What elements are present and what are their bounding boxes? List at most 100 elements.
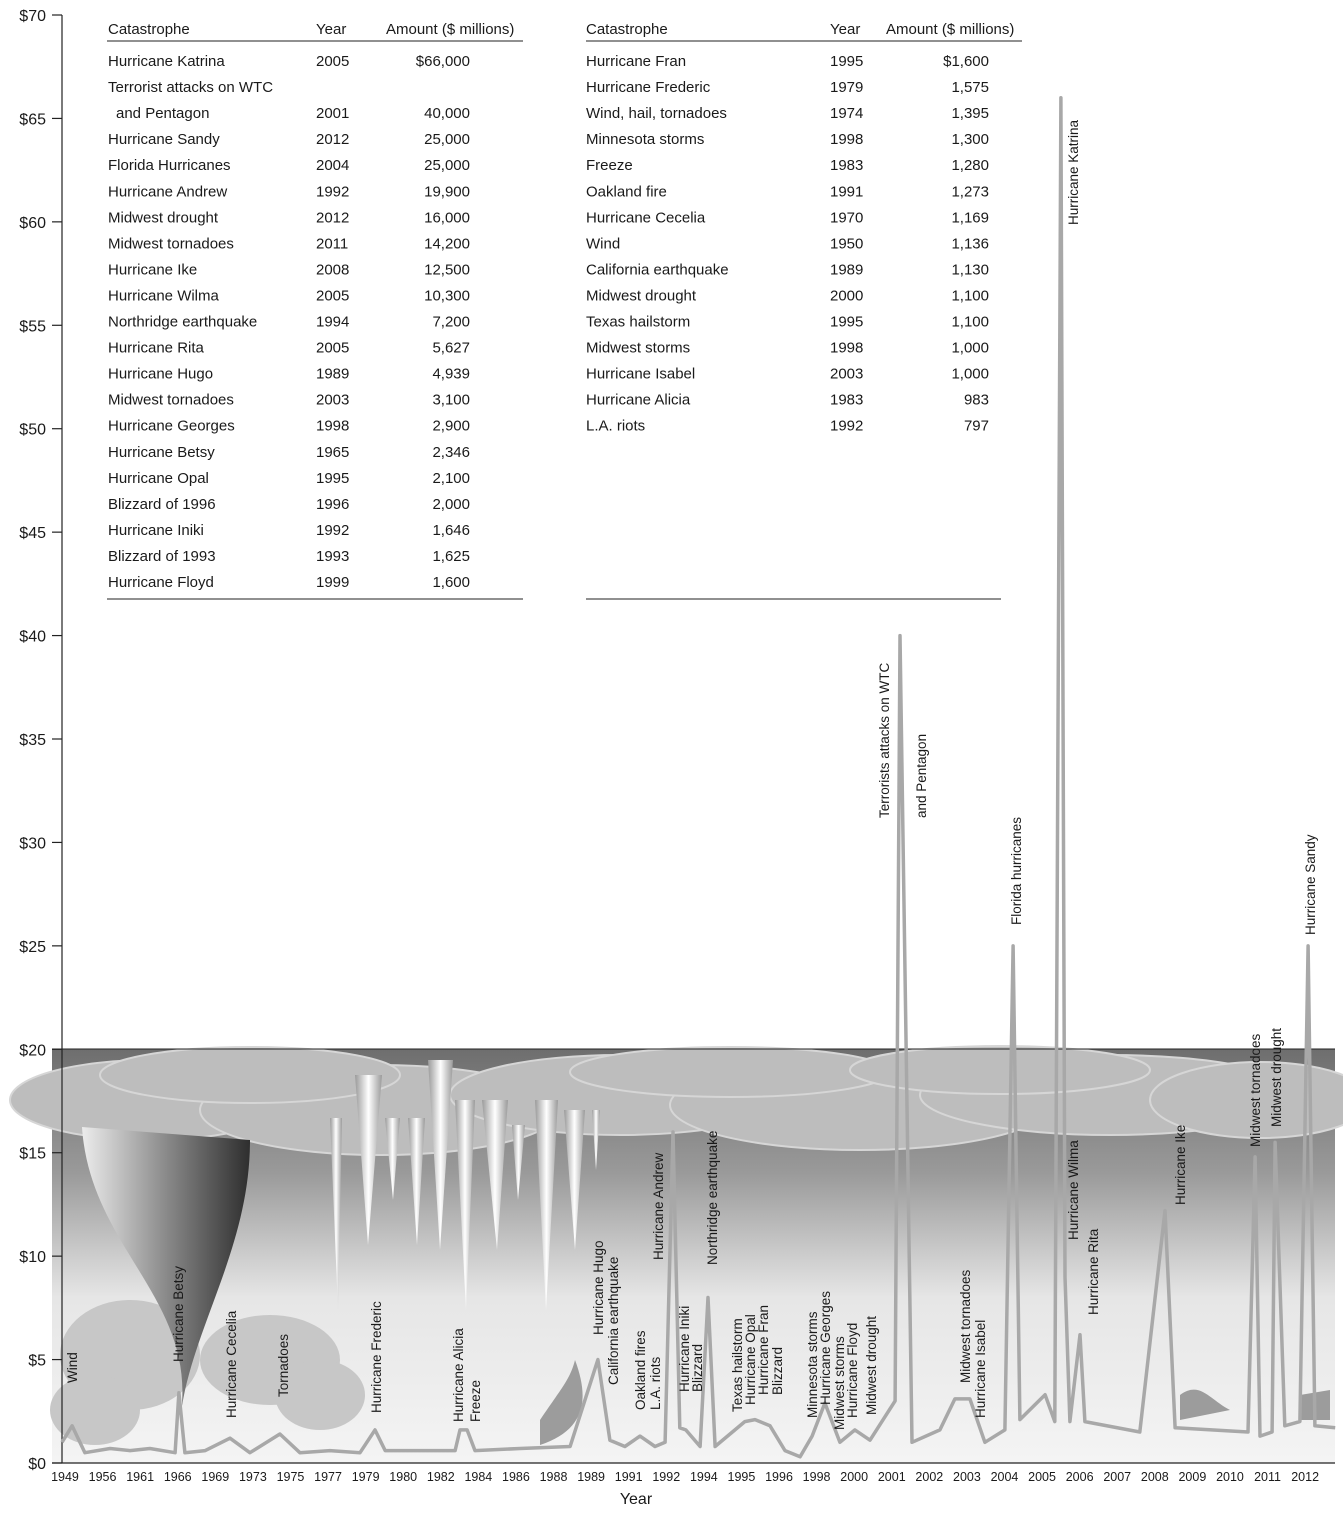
table-cell: 1998 xyxy=(830,340,863,357)
x-tick-label: 1998 xyxy=(803,1470,831,1484)
annotation: Hurricane Iniki xyxy=(677,1306,692,1392)
annotation: California earthquake xyxy=(606,1257,621,1385)
table-cell: Hurricane Betsy xyxy=(108,444,215,461)
y-tick-label: $60 xyxy=(19,215,46,232)
table-cell: 16,000 xyxy=(424,209,470,226)
loss-line xyxy=(60,95,1336,1459)
table-cell: 1,300 xyxy=(951,131,989,148)
table-cell: Blizzard of 1993 xyxy=(108,548,216,565)
table-cell: $66,000 xyxy=(416,53,470,70)
table-cell: 1,100 xyxy=(951,287,989,304)
y-tick-label: $50 xyxy=(19,422,46,439)
x-tick-label: 2002 xyxy=(915,1470,943,1484)
table-cell: 2,900 xyxy=(432,418,470,435)
y-tick-label: $25 xyxy=(19,939,46,956)
table-cell: 1,625 xyxy=(432,548,470,565)
annotation: Midwest tornadoes xyxy=(1248,1033,1263,1147)
annotation: Hurricane Floyd xyxy=(845,1323,860,1418)
table-cell: Midwest tornadoes xyxy=(108,235,234,252)
y-tick-label: $65 xyxy=(19,111,46,128)
table-cell: 5,627 xyxy=(432,340,470,357)
table-cell: Hurricane Ike xyxy=(108,261,197,278)
table-cell: 1993 xyxy=(316,548,349,565)
table-cell: Hurricane Fran xyxy=(586,53,686,70)
table-cell: Terrorist attacks on WTC xyxy=(108,79,273,96)
x-tick-label: 2006 xyxy=(1066,1470,1094,1484)
annotation: Hurricane Betsy xyxy=(171,1266,186,1362)
table-cell: 7,200 xyxy=(432,314,470,331)
annotation: Midwest storms xyxy=(832,1336,847,1430)
table-cell: 14,200 xyxy=(424,235,470,252)
annotation: Northridge earthquake xyxy=(705,1131,720,1265)
x-tick-label: 1986 xyxy=(502,1470,530,1484)
y-tick-label: $55 xyxy=(19,318,46,335)
table-cell: 12,500 xyxy=(424,261,470,278)
table-cell: 1,646 xyxy=(432,522,470,539)
table-cell: Texas hailstorm xyxy=(586,314,690,331)
table-cell: 1,000 xyxy=(951,366,989,383)
table-cell: 1,600 xyxy=(432,574,470,591)
table-cell: 25,000 xyxy=(424,157,470,174)
annotation: Hurricane Katrina xyxy=(1066,119,1081,225)
annotation: Hurricane Isabel xyxy=(973,1320,988,1418)
table-cell: 19,900 xyxy=(424,183,470,200)
tables: Catastrophe Year Amount ($ millions) Hurric… xyxy=(107,21,1022,600)
x-tick-label: 2004 xyxy=(991,1470,1019,1484)
table-cell: 1995 xyxy=(316,470,349,487)
annotation: Hurricane Rita xyxy=(1086,1228,1101,1315)
table-cell: 1,575 xyxy=(951,79,989,96)
table-cell: 983 xyxy=(964,392,989,409)
x-tick-label: 1956 xyxy=(89,1470,117,1484)
table-cell: L.A. riots xyxy=(586,418,645,435)
table-cell: 1994 xyxy=(316,314,349,331)
table-cell: Midwest drought xyxy=(108,209,219,226)
table-cell: Hurricane Wilma xyxy=(108,287,220,304)
x-tick-label: 1979 xyxy=(352,1470,380,1484)
x-tick-label: 1982 xyxy=(427,1470,455,1484)
x-tick-label: 1969 xyxy=(201,1470,229,1484)
table-cell: 2011 xyxy=(316,235,348,252)
x-tick-label: 1994 xyxy=(690,1470,718,1484)
table-cell: 1,169 xyxy=(951,209,989,226)
table-cell: 2005 xyxy=(316,340,349,357)
table-cell: Hurricane Hugo xyxy=(108,366,213,383)
table-cell: 1,130 xyxy=(951,261,989,278)
table-cell: 1,273 xyxy=(951,183,989,200)
annotation: Wind xyxy=(65,1352,80,1383)
table-cell: 1996 xyxy=(316,496,349,513)
table-cell: 2003 xyxy=(830,366,863,383)
table-header: Amount ($ millions) xyxy=(886,21,1014,38)
annotation: Hurricane Cecelia xyxy=(224,1310,239,1418)
x-tick-label: 2000 xyxy=(840,1470,868,1484)
table-cell: 2004 xyxy=(316,157,349,174)
table-cell: and Pentagon xyxy=(116,105,209,122)
x-tick-label: 1984 xyxy=(464,1470,492,1484)
annotation: Blizzard xyxy=(770,1347,785,1395)
table-cell: Hurricane Alicia xyxy=(586,392,691,409)
table-cell: 1965 xyxy=(316,444,349,461)
annotation: Midwest drought xyxy=(1269,1028,1284,1127)
y-tick-label: $30 xyxy=(19,835,46,852)
table-cell: 2,346 xyxy=(432,444,470,461)
table-cell: 2005 xyxy=(316,287,349,304)
table-cell: Blizzard of 1996 xyxy=(108,496,216,513)
x-tick-label: 1966 xyxy=(164,1470,192,1484)
table-cell: 2,100 xyxy=(432,470,470,487)
y-tick-label: $20 xyxy=(19,1042,46,1059)
annotation: Oakland fires xyxy=(633,1330,648,1410)
table-header: Year xyxy=(316,21,346,38)
annotation: Tornadoes xyxy=(276,1334,291,1397)
table-header: Year xyxy=(830,21,860,38)
table-cell: 1970 xyxy=(830,209,863,226)
background-art xyxy=(9,1045,1343,1463)
table-cell: Hurricane Floyd xyxy=(108,574,214,591)
x-tick-label: 1980 xyxy=(389,1470,417,1484)
table-cell: 1995 xyxy=(830,314,863,331)
table-cell: Midwest drought xyxy=(586,287,697,304)
annotation: Midwest drought xyxy=(864,1316,879,1415)
x-tick-label: 1949 xyxy=(51,1470,79,1484)
x-tick-label: 1995 xyxy=(728,1470,756,1484)
table-header: Catastrophe xyxy=(586,21,668,38)
annotation: L.A. riots xyxy=(648,1356,663,1410)
